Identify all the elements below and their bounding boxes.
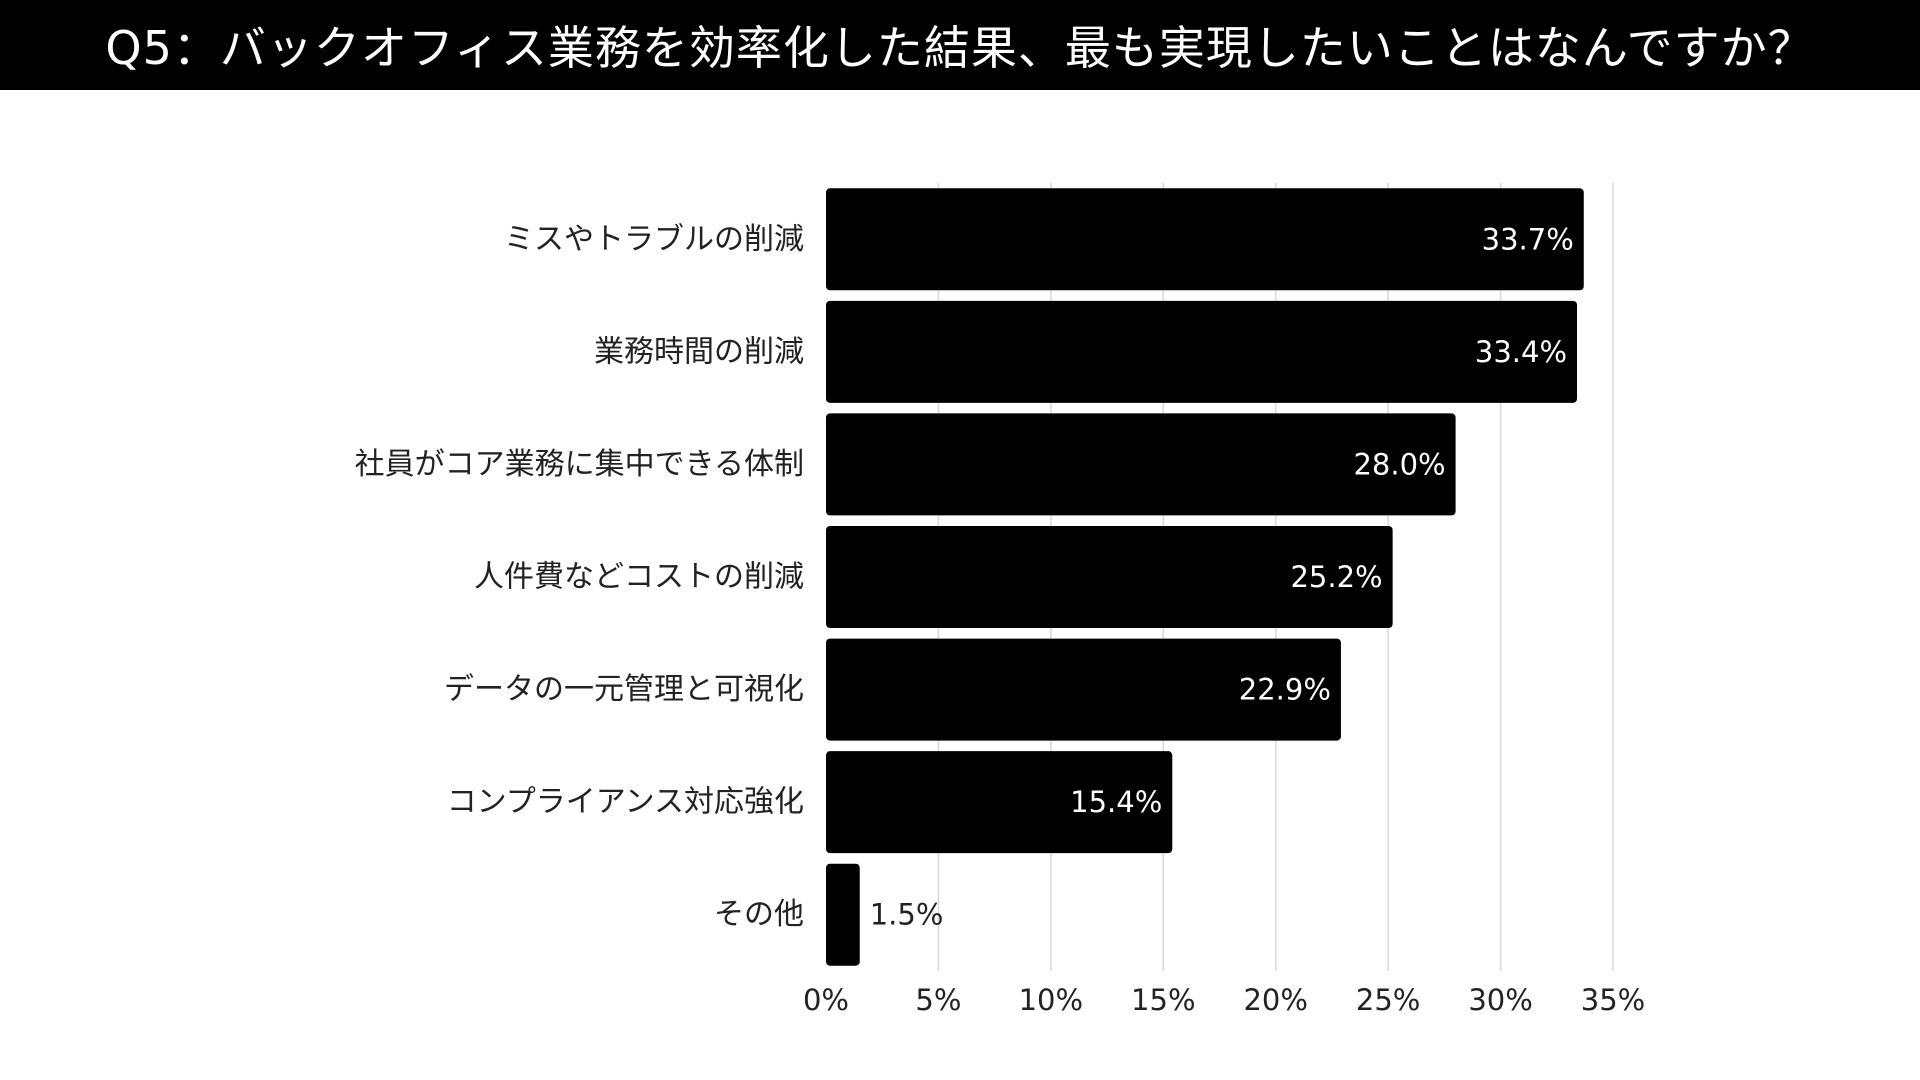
category-label: コンプライアンス対応強化 xyxy=(447,785,804,820)
data-label: 33.4% xyxy=(1475,335,1567,369)
data-label: 22.9% xyxy=(1239,673,1331,707)
x-tick-label: 0% xyxy=(803,983,849,1017)
data-label: 25.2% xyxy=(1290,560,1382,594)
bar xyxy=(826,526,1393,628)
bar xyxy=(826,863,860,966)
bar xyxy=(826,751,1173,854)
bar xyxy=(826,413,1456,516)
data-label: 1.5% xyxy=(870,898,944,932)
category-label: その他 xyxy=(714,897,804,932)
data-label: 33.7% xyxy=(1482,222,1574,256)
data-label: 15.4% xyxy=(1070,785,1162,819)
data-label: 28.0% xyxy=(1353,447,1445,481)
x-tick-label: 15% xyxy=(1131,983,1195,1017)
category-label: 社員がコア業務に集中できる体制 xyxy=(355,447,804,482)
title-bar: Q5：バックオフィス業務を効率化した結果、最も実現したいことはなんですか？ xyxy=(0,0,1920,90)
category-label: ミスやトラブルの削減 xyxy=(504,222,804,257)
x-tick-label: 30% xyxy=(1468,983,1532,1017)
category-label: データの一元管理と可視化 xyxy=(444,672,804,707)
bar xyxy=(826,188,1584,291)
chart-title: Q5：バックオフィス業務を効率化した結果、最も実現したいことはなんですか？ xyxy=(105,21,1815,75)
category-label: 人件費などコストの削減 xyxy=(474,560,804,595)
x-tick-label: 25% xyxy=(1356,983,1420,1017)
bar xyxy=(826,300,1578,403)
x-tick-label: 5% xyxy=(915,983,961,1017)
bar xyxy=(826,638,1341,741)
category-label: 業務時間の削減 xyxy=(594,334,804,369)
x-tick-label: 10% xyxy=(1019,983,1083,1017)
x-tick-label: 20% xyxy=(1243,983,1307,1017)
x-tick-label: 35% xyxy=(1581,983,1645,1017)
